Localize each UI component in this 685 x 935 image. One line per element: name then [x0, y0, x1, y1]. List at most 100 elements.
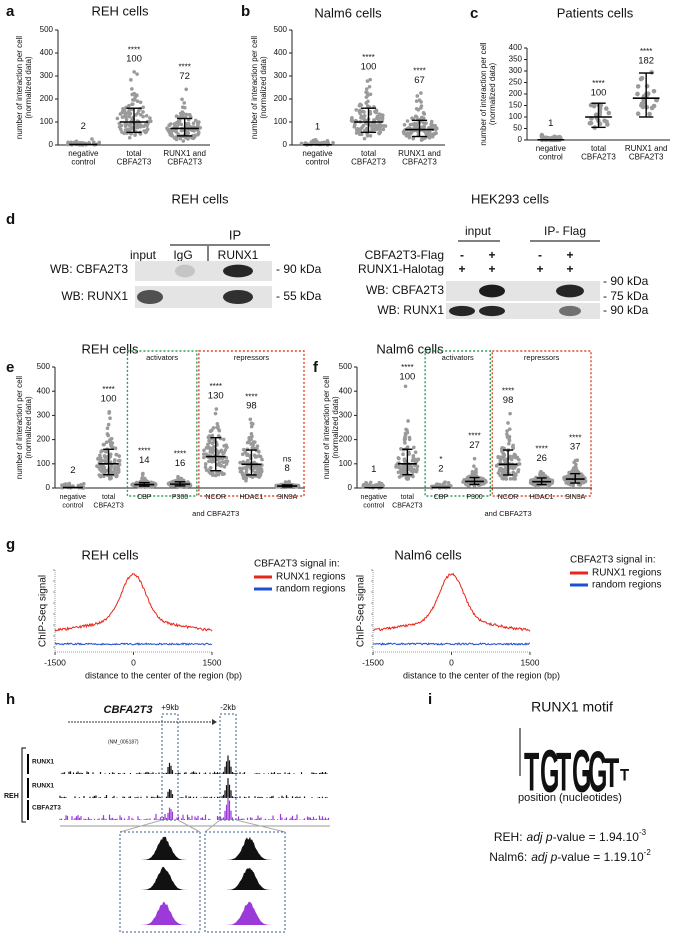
data-point: [105, 426, 110, 431]
data-point: [501, 476, 506, 481]
significance: ****: [128, 45, 140, 54]
activators-label: activators: [146, 353, 178, 362]
median-label: 16: [175, 458, 186, 469]
blot-band: [223, 264, 253, 278]
condition-label: CBFA2T3-Flag: [365, 248, 444, 262]
data-point: [202, 455, 206, 460]
data-point: [606, 110, 612, 116]
data-point: [365, 134, 370, 138]
data-point: [114, 452, 119, 457]
data-point: [401, 464, 405, 468]
x-tick-label: 1500: [203, 657, 222, 667]
y-tick-label: 200: [37, 435, 51, 444]
panel-letter: d: [6, 211, 15, 228]
data-point: [208, 447, 213, 452]
data-point: [116, 458, 121, 463]
data-point: [358, 111, 362, 116]
category-label: negative: [302, 149, 333, 158]
group-label: input: [465, 224, 492, 238]
category-label: control: [305, 158, 329, 167]
category-label: total: [591, 144, 606, 153]
data-point: [123, 122, 128, 126]
data-point: [415, 94, 420, 98]
data-point: [403, 436, 407, 441]
data-point: [407, 452, 411, 456]
median-label: 100: [101, 393, 117, 404]
data-point: [184, 87, 189, 92]
blot-band: [479, 284, 505, 298]
data-point: [116, 467, 121, 471]
data-point: [204, 468, 209, 472]
data-point: [413, 114, 418, 119]
exponent: -3: [639, 828, 647, 837]
condition-sign: +: [536, 262, 543, 276]
data-point: [74, 139, 79, 144]
value-text: -value = 1.94.10: [553, 830, 640, 844]
condition-sign: -: [538, 248, 542, 262]
data-point: [507, 441, 511, 446]
y-tick-label: 200: [509, 89, 523, 98]
data-point: [299, 141, 304, 146]
condition-sign: +: [488, 248, 495, 262]
data-point: [562, 476, 567, 480]
category-label: negative: [60, 494, 87, 501]
data-point: [654, 97, 660, 103]
data-point: [220, 471, 224, 475]
median-label: 37: [570, 442, 581, 453]
data-point: [598, 103, 604, 108]
data-point: [421, 121, 426, 125]
data-point: [242, 474, 246, 479]
blot-band: [556, 284, 584, 298]
data-point: [375, 123, 380, 128]
y-tick-label: 150: [509, 101, 523, 110]
data-point: [255, 469, 260, 474]
panel-title: REH cells: [81, 547, 139, 562]
data-point: [207, 459, 211, 464]
data-point: [210, 459, 214, 464]
median-label: 1: [371, 464, 376, 475]
condition-sign: +: [458, 262, 465, 276]
data-point: [210, 473, 215, 477]
data-point: [503, 466, 508, 471]
activators-label: activators: [442, 353, 474, 362]
blot-row-label: WB: CBFA2T3: [366, 283, 444, 297]
y-axis-label: (normalized data): [331, 396, 340, 459]
data-point: [411, 474, 415, 479]
data-point: [406, 419, 410, 423]
category-label: CBFA2T3: [629, 153, 664, 162]
legend-title: CBFA2T3 signal in:: [254, 559, 340, 570]
data-point: [446, 481, 451, 485]
logo-letter: T: [620, 767, 629, 785]
data-point: [354, 127, 359, 132]
category-label: total: [102, 494, 116, 501]
data-point: [409, 130, 414, 135]
data-point: [127, 103, 131, 108]
category-sublabel: and CBFA2T3: [192, 509, 239, 518]
y-axis-label: number of interaction per cell: [479, 42, 488, 145]
category-label: control: [71, 158, 95, 167]
data-point: [238, 466, 242, 471]
data-point: [367, 84, 372, 89]
y-axis-label: ChIP-Seq signal: [38, 575, 49, 647]
data-point: [101, 442, 106, 447]
panel-letter: f: [313, 359, 319, 376]
data-point: [203, 462, 208, 466]
data-point: [587, 120, 593, 126]
category-label: CBP: [137, 494, 152, 501]
lane-label: input: [130, 248, 157, 262]
data-point: [223, 459, 228, 464]
data-point: [517, 462, 522, 466]
data-point: [498, 473, 503, 478]
zoom-peak: [209, 836, 281, 860]
data-point: [582, 479, 587, 484]
y-tick-label: 200: [339, 435, 353, 444]
data-point: [97, 140, 102, 145]
data-point: [380, 483, 385, 488]
median-label: 100: [591, 88, 607, 99]
category-label: CBFA2T3: [581, 153, 616, 162]
data-point: [362, 117, 366, 121]
logo-letter: G: [588, 741, 607, 805]
data-point: [217, 463, 221, 467]
category-label: RUNX1 and: [163, 149, 206, 158]
exponent: -2: [644, 848, 652, 857]
